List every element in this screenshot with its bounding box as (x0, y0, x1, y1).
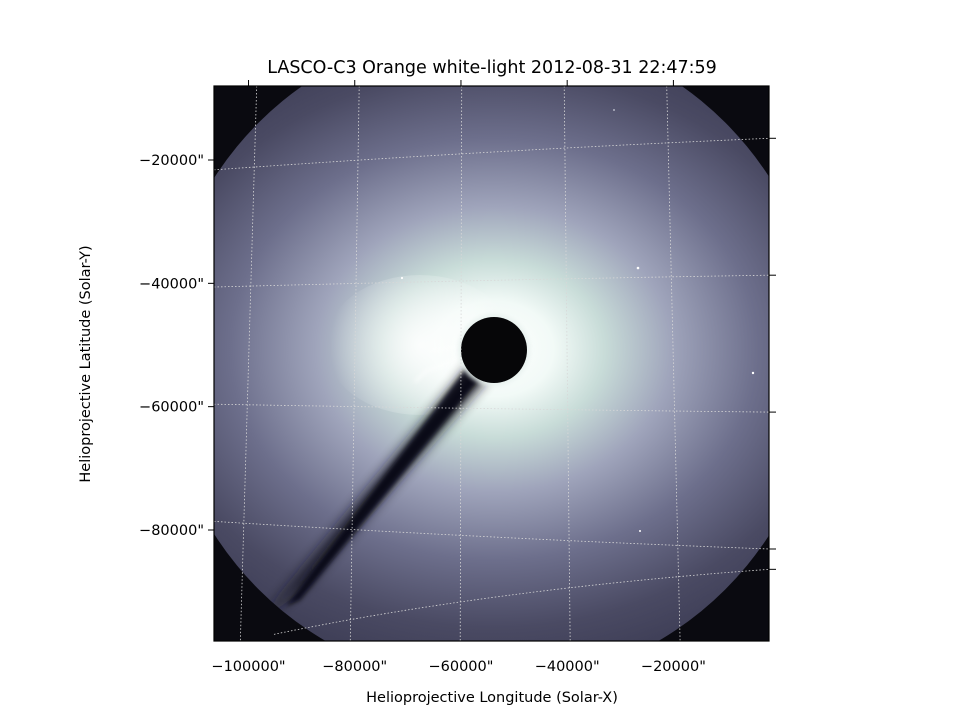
x-tick-label: −100000" (211, 659, 285, 675)
y-tick-label: −60000" (139, 400, 204, 416)
grid-meridian (666, 86, 681, 641)
x-tick-label: −20000" (641, 659, 706, 675)
x-axis-label: Helioprojective Longitude (Solar-X) (366, 690, 618, 706)
grid-parallel (214, 520, 769, 550)
star (613, 109, 615, 111)
x-tick-label: −40000" (535, 659, 600, 675)
grid-parallel (214, 274, 769, 288)
star (400, 276, 404, 280)
axis-ticks: −100000" −80000" −60000" −40000" −20000" −200… (139, 80, 776, 675)
y-tick-label: −80000" (139, 523, 204, 539)
star (751, 371, 755, 375)
star (639, 530, 641, 532)
y-axis-label: Helioprojective Latitude (Solar-Y) (78, 245, 94, 482)
occulter-disk (461, 317, 527, 383)
grid-meridian (239, 86, 258, 641)
x-tick-label: −60000" (428, 659, 493, 675)
grid-meridian (459, 86, 463, 641)
chart-title: LASCO-C3 Orange white-light 2012-08-31 2… (267, 58, 717, 78)
grid-parallel (214, 403, 769, 413)
star (636, 266, 640, 270)
grid-meridian (349, 86, 360, 641)
axes-frame (213, 85, 770, 642)
coordinate-grid (214, 86, 769, 641)
y-tick-label: −20000" (139, 153, 204, 169)
y-tick-label: −40000" (139, 276, 204, 292)
coronagraph-image (214, 86, 769, 641)
x-tick-label: −80000" (322, 659, 387, 675)
grid-meridian (563, 86, 571, 641)
grid-parallel (214, 137, 769, 171)
grid-parallel (273, 568, 769, 635)
